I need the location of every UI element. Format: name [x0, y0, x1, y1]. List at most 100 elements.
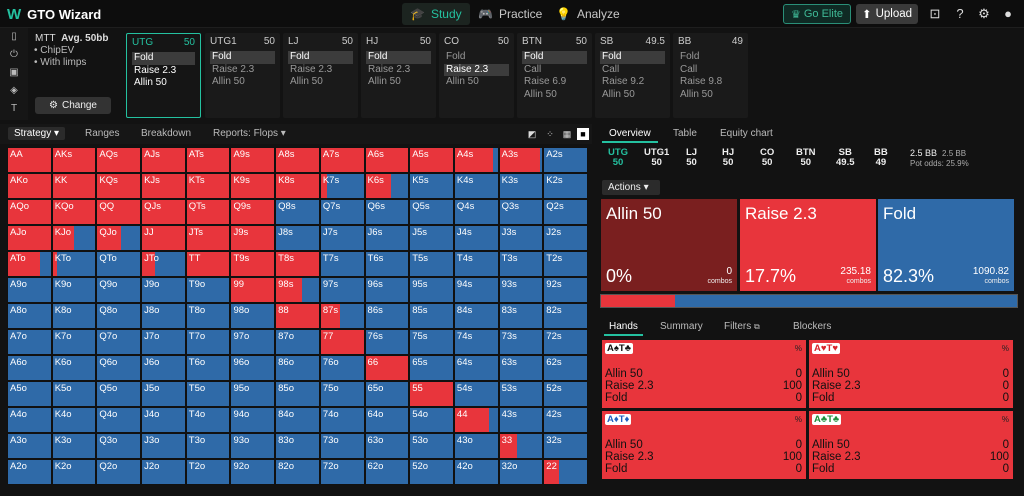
hand-cell-k8o[interactable]: K8o [51, 303, 97, 329]
position-action[interactable]: Allin 50 [446, 76, 479, 87]
position-action[interactable]: Call [602, 63, 620, 75]
hand-cell-43o[interactable]: 43o [453, 433, 499, 459]
bookmark-icon[interactable]: ▯ [11, 31, 17, 42]
hand-cell-95s[interactable]: 95s [409, 277, 454, 303]
hand-cell-a6s[interactable]: A6s [364, 147, 410, 173]
hand-cell-t6s[interactable]: T6s [364, 251, 410, 277]
position-action[interactable]: Allin 50 [602, 88, 635, 100]
hand-cell-kqs[interactable]: KQs [96, 173, 142, 199]
percent-toggle[interactable]: % [794, 344, 802, 353]
hand-cell-97s[interactable]: 97s [319, 277, 365, 303]
hand-cell-j2o[interactable]: J2o [141, 459, 186, 485]
hand-cell-jj[interactable]: JJ [141, 225, 186, 251]
go-elite-button[interactable]: ♛ Go Elite [783, 4, 851, 24]
hand-cell-86s[interactable]: 86s [364, 303, 410, 329]
hand-cell-82o[interactable]: 82o [275, 459, 320, 485]
hand-cell-k6s[interactable]: K6s [364, 173, 410, 199]
nav-tab-practice[interactable]: 🎮 Practice [470, 3, 550, 25]
hand-cell-j7s[interactable]: J7s [319, 225, 365, 251]
hand-cell-kqo[interactable]: KQo [51, 199, 97, 225]
tab-blockers[interactable]: Blockers [793, 321, 832, 332]
position-card-utg1[interactable]: UTG1 50 Fold Raise 2.3 Allin 50 [205, 33, 280, 118]
hand-cell-64s[interactable]: 64s [453, 355, 499, 381]
hand-cell-q4s[interactable]: Q4s [453, 199, 499, 225]
position-card-hj[interactable]: HJ 50 Fold Raise 2.3 Allin 50 [361, 33, 436, 118]
hand-cell-94o[interactable]: 94o [230, 407, 276, 433]
hand-cell-t8s[interactable]: T8s [275, 251, 320, 277]
percent-toggle[interactable]: % [1001, 415, 1009, 424]
hand-cell-76s[interactable]: 76s [364, 329, 410, 355]
tab-filters[interactable]: Filters ⧉ [724, 321, 760, 332]
action-box-allin-50[interactable]: Allin 50 0% 0 combos [601, 199, 737, 291]
position-action[interactable]: Allin 50 [212, 76, 245, 87]
position-action[interactable]: Raise 2.3 [290, 63, 333, 75]
position-action[interactable]: Call [524, 63, 542, 75]
hand-cell-a9s[interactable]: A9s [230, 147, 276, 173]
tab-breakdown[interactable]: Breakdown [141, 128, 192, 139]
hand-cell-a7o[interactable]: A7o [7, 329, 52, 355]
hand-cell-98o[interactable]: 98o [230, 303, 276, 329]
hand-cell-82s[interactable]: 82s [543, 303, 588, 329]
hand-cell-73s[interactable]: 73s [498, 329, 544, 355]
hand-cell-ats[interactable]: ATs [185, 147, 231, 173]
hand-cell-aks[interactable]: AKs [51, 147, 97, 173]
position-action[interactable]: Fold [366, 51, 431, 64]
hand-cell-k5o[interactable]: K5o [51, 381, 97, 407]
hand-cell-97o[interactable]: 97o [230, 329, 276, 355]
hand-cell-q3o[interactable]: Q3o [96, 433, 142, 459]
hand-cell-95o[interactable]: 95o [230, 381, 276, 407]
position-action[interactable]: Fold [132, 52, 195, 65]
hand-cell-aqo[interactable]: AQo [7, 199, 52, 225]
hand-cell-76o[interactable]: 76o [319, 355, 365, 381]
hand-cell-72s[interactable]: 72s [543, 329, 588, 355]
hand-cell-t5o[interactable]: T5o [185, 381, 231, 407]
hand-cell-q5s[interactable]: Q5s [409, 199, 454, 225]
help-icon[interactable]: ? [956, 6, 964, 21]
hand-cell-96o[interactable]: 96o [230, 355, 276, 381]
user-icon[interactable]: ● [1004, 6, 1012, 21]
hand-combo[interactable]: A♥ T♥% Allin 50 0 Raise 2.3 0 Fold 0 [808, 339, 1014, 409]
hand-cell-t9s[interactable]: T9s [230, 251, 276, 277]
hand-cell-kts[interactable]: KTs [185, 173, 231, 199]
tab-equity-chart[interactable]: Equity chart [720, 128, 773, 139]
hand-cell-63o[interactable]: 63o [364, 433, 410, 459]
hand-cell-t9o[interactable]: T9o [185, 277, 231, 303]
position-action[interactable]: Fold [600, 51, 665, 64]
hand-cell-74o[interactable]: 74o [319, 407, 365, 433]
tab-strategy[interactable]: Strategy ▾ [8, 127, 66, 140]
hand-cell-k7o[interactable]: K7o [51, 329, 97, 355]
hand-cell-ato[interactable]: ATo [7, 251, 52, 277]
hand-cell-kto[interactable]: KTo [51, 251, 97, 277]
hand-cell-k3o[interactable]: K3o [51, 433, 97, 459]
hand-cell-j4s[interactable]: J4s [453, 225, 499, 251]
tab-table[interactable]: Table [673, 128, 697, 139]
position-card-utg[interactable]: UTG 50 Fold Raise 2.3 Allin 50 [126, 33, 201, 118]
hand-cell-85o[interactable]: 85o [275, 381, 320, 407]
hand-cell-k5s[interactable]: K5s [409, 173, 454, 199]
hand-cell-a4o[interactable]: A4o [7, 407, 52, 433]
hand-cell-92o[interactable]: 92o [230, 459, 276, 485]
hand-cell-qjo[interactable]: QJo [96, 225, 142, 251]
hand-cell-q5o[interactable]: Q5o [96, 381, 142, 407]
hand-cell-a2s[interactable]: A2s [543, 147, 588, 173]
hand-cell-77[interactable]: 77 [319, 329, 365, 355]
position-card-co[interactable]: CO 50 Fold Raise 2.3 Allin 50 [439, 33, 514, 118]
tab-hands[interactable]: Hands [604, 321, 643, 336]
hand-cell-32o[interactable]: 32o [498, 459, 544, 485]
hand-cell-j6o[interactable]: J6o [141, 355, 186, 381]
hand-cell-tt[interactable]: TT [185, 251, 231, 277]
hand-cell-q2s[interactable]: Q2s [543, 199, 588, 225]
hand-cell-j8s[interactable]: J8s [275, 225, 320, 251]
hand-cell-98s[interactable]: 98s [275, 277, 320, 303]
hand-cell-qto[interactable]: QTo [96, 251, 142, 277]
hand-cell-72o[interactable]: 72o [319, 459, 365, 485]
hand-cell-k2o[interactable]: K2o [51, 459, 97, 485]
hand-cell-q7s[interactable]: Q7s [319, 199, 365, 225]
hand-cell-64o[interactable]: 64o [364, 407, 410, 433]
hand-cell-87s[interactable]: 87s [319, 303, 365, 329]
hand-cell-62s[interactable]: 62s [543, 355, 588, 381]
hand-cell-k8s[interactable]: K8s [275, 173, 320, 199]
hand-cell-75s[interactable]: 75s [409, 329, 454, 355]
hand-cell-k9o[interactable]: K9o [51, 277, 97, 303]
hand-cell-32s[interactable]: 32s [543, 433, 588, 459]
